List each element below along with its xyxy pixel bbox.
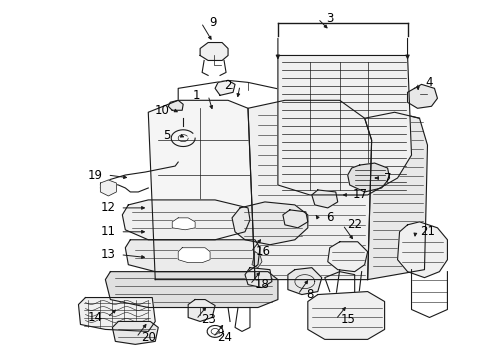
Text: 24: 24 xyxy=(217,331,232,344)
Polygon shape xyxy=(397,222,447,278)
Polygon shape xyxy=(347,163,389,192)
Text: 8: 8 xyxy=(305,288,313,301)
Polygon shape xyxy=(100,180,116,196)
Polygon shape xyxy=(148,100,254,280)
Polygon shape xyxy=(232,202,307,245)
Polygon shape xyxy=(283,210,307,228)
Text: 16: 16 xyxy=(255,245,270,258)
Text: 23: 23 xyxy=(200,313,215,326)
Text: 10: 10 xyxy=(155,104,169,117)
Polygon shape xyxy=(112,321,158,345)
Polygon shape xyxy=(407,84,437,108)
Text: 20: 20 xyxy=(141,331,155,344)
Text: 12: 12 xyxy=(101,201,116,215)
Text: 7: 7 xyxy=(383,171,390,185)
Polygon shape xyxy=(327,242,367,272)
Text: 18: 18 xyxy=(254,278,269,291)
Text: 1: 1 xyxy=(192,89,200,102)
Polygon shape xyxy=(105,272,277,307)
Text: 21: 21 xyxy=(419,225,434,238)
Polygon shape xyxy=(277,55,411,195)
Text: 13: 13 xyxy=(101,248,116,261)
Text: 15: 15 xyxy=(340,313,354,326)
Polygon shape xyxy=(311,190,337,208)
Polygon shape xyxy=(287,268,321,294)
Polygon shape xyxy=(244,268,271,288)
Polygon shape xyxy=(168,100,183,110)
Text: 9: 9 xyxy=(209,16,216,29)
Text: 22: 22 xyxy=(346,218,362,231)
Text: 11: 11 xyxy=(101,225,116,238)
Text: 5: 5 xyxy=(163,129,171,142)
Text: 4: 4 xyxy=(425,76,432,89)
Text: 19: 19 xyxy=(88,168,102,181)
Text: 2: 2 xyxy=(224,79,231,92)
Text: 17: 17 xyxy=(351,188,366,202)
Polygon shape xyxy=(78,298,155,332)
Text: 14: 14 xyxy=(88,311,102,324)
Polygon shape xyxy=(251,252,262,268)
Polygon shape xyxy=(172,218,195,230)
Polygon shape xyxy=(364,112,427,280)
Polygon shape xyxy=(215,80,235,95)
Text: 6: 6 xyxy=(325,211,333,224)
Text: 3: 3 xyxy=(325,12,333,25)
Polygon shape xyxy=(188,300,215,321)
Polygon shape xyxy=(178,248,210,263)
Polygon shape xyxy=(125,240,260,272)
Polygon shape xyxy=(200,42,227,60)
Polygon shape xyxy=(247,100,371,280)
Polygon shape xyxy=(122,200,249,240)
Polygon shape xyxy=(307,292,384,339)
